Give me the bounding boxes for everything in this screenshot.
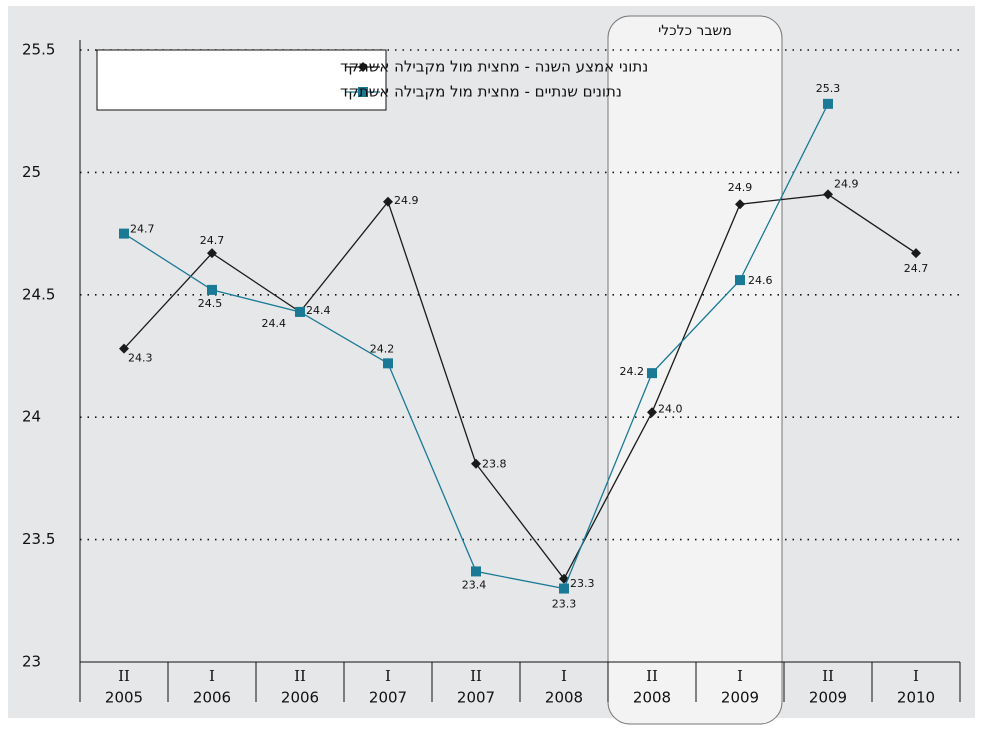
value-label: 23.8 (482, 458, 507, 471)
x-tick-label: II (470, 667, 482, 685)
x-tick-label: 2010 (897, 689, 935, 707)
marker (471, 458, 481, 469)
marker (735, 275, 745, 286)
value-label: 24.4 (262, 317, 287, 330)
x-tick-label: I (561, 667, 567, 685)
marker (207, 284, 217, 295)
value-label: 24.7 (130, 223, 155, 236)
value-label: 24.2 (620, 365, 645, 378)
x-tick-label: 2008 (545, 689, 583, 707)
marker (383, 358, 393, 369)
x-tick-label: 2006 (281, 689, 319, 707)
x-tick-label: I (913, 667, 919, 685)
value-label: 24.0 (658, 402, 683, 415)
background (8, 6, 975, 718)
value-label: 24.5 (198, 297, 223, 310)
x-tick-label: 2007 (457, 689, 495, 707)
marker (471, 566, 481, 577)
marker (207, 248, 217, 259)
marker (295, 306, 305, 317)
y-tick-label: 25 (22, 163, 41, 181)
marker (358, 62, 368, 72)
marker (647, 368, 657, 379)
marker (383, 196, 393, 207)
marker (911, 248, 921, 259)
legend-box (96, 49, 387, 111)
y-tick-label: 24 (22, 408, 41, 426)
value-label: 23.4 (462, 578, 487, 591)
x-tick-label: 2005 (105, 689, 143, 707)
value-label: 23.3 (570, 577, 595, 590)
series-line (123, 193, 917, 580)
value-label: 24.3 (128, 352, 153, 365)
x-tick-label: 2009 (721, 689, 759, 707)
marker (358, 87, 368, 97)
x-tick-label: II (294, 667, 306, 685)
value-label: 24.7 (904, 262, 929, 275)
marker (119, 228, 129, 239)
value-label: 24.9 (394, 194, 419, 207)
x-tick-label: II (646, 667, 658, 685)
y-tick-label: 24.5 (22, 285, 55, 303)
x-tick-label: 2009 (809, 689, 847, 707)
value-label: 24.9 (834, 177, 859, 190)
marker (559, 583, 569, 594)
x-tick-label: I (737, 667, 743, 685)
annotation: משבר כלכלי (658, 23, 732, 39)
value-label: 25.3 (816, 82, 841, 95)
x-tick-label: II (822, 667, 834, 685)
x-tick-label: II (118, 667, 130, 685)
x-tick-label: I (385, 667, 391, 685)
marker (735, 199, 745, 210)
marker (823, 189, 833, 200)
marker (647, 407, 657, 418)
marker (119, 343, 129, 354)
value-label: 24.2 (370, 342, 395, 355)
value-label: 24.7 (200, 234, 225, 247)
x-tick-label: 2007 (369, 689, 407, 707)
legend-label: נתונים שנתיים - מחצית מול מקבילה אשתקד (340, 83, 622, 101)
crisis-box (607, 15, 783, 725)
y-tick-label: 23 (22, 653, 41, 671)
x-tick-label: 2006 (193, 689, 231, 707)
y-tick-label: 23.5 (22, 530, 55, 548)
value-label: 24.9 (728, 181, 753, 194)
marker (823, 98, 833, 109)
value-label: 24.4 (306, 304, 331, 317)
value-label: 23.3 (552, 598, 577, 611)
value-label: 24.6 (748, 274, 773, 287)
legend-label: נתוני אמצע השנה - מחצית מול מקבילה אשתקד (340, 58, 648, 76)
x-tick-label: I (209, 667, 215, 685)
x-tick-label: 2008 (633, 689, 671, 707)
y-tick-label: 25.5 (22, 41, 55, 59)
